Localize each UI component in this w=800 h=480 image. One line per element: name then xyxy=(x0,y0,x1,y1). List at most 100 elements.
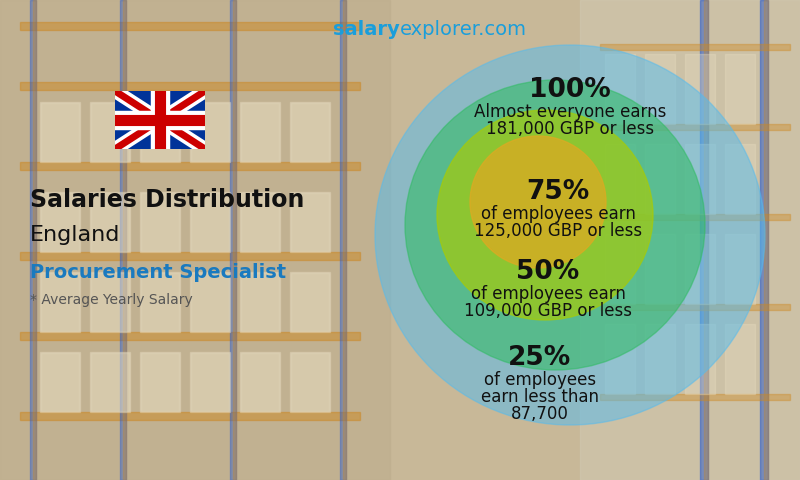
Bar xyxy=(343,0,346,480)
Bar xyxy=(580,0,800,480)
Bar xyxy=(230,0,236,480)
Bar xyxy=(20,162,360,170)
Bar xyxy=(90,272,130,332)
Bar xyxy=(30,0,36,480)
Ellipse shape xyxy=(405,80,705,370)
Bar xyxy=(40,192,80,252)
Bar xyxy=(141,353,179,411)
Bar xyxy=(141,103,179,161)
Bar xyxy=(140,272,180,332)
Bar xyxy=(605,144,635,214)
Bar xyxy=(240,192,280,252)
Bar xyxy=(605,54,635,124)
Text: 75%: 75% xyxy=(526,179,590,205)
Bar xyxy=(20,22,360,30)
Bar xyxy=(645,144,675,214)
Text: Procurement Specialist: Procurement Specialist xyxy=(30,263,286,281)
Bar xyxy=(760,0,768,480)
Text: 25%: 25% xyxy=(508,345,572,371)
Bar xyxy=(291,193,329,251)
Bar xyxy=(704,0,708,480)
Bar xyxy=(41,273,79,331)
Bar xyxy=(190,192,230,252)
Text: 87,700: 87,700 xyxy=(511,405,569,423)
Bar xyxy=(291,353,329,411)
Bar xyxy=(685,324,715,394)
Bar xyxy=(20,412,360,420)
Bar xyxy=(645,324,675,394)
Bar xyxy=(20,252,360,260)
Bar xyxy=(40,272,80,332)
Bar xyxy=(141,193,179,251)
Bar xyxy=(725,234,755,304)
Text: of employees earn: of employees earn xyxy=(481,205,635,223)
Bar xyxy=(90,192,130,252)
Bar xyxy=(290,272,330,332)
Bar xyxy=(340,0,346,480)
Bar xyxy=(600,304,790,310)
Bar xyxy=(120,0,126,480)
Bar xyxy=(41,103,79,161)
Bar xyxy=(140,102,180,162)
Bar xyxy=(123,0,126,480)
Bar xyxy=(0,0,390,480)
Bar xyxy=(91,193,129,251)
Bar xyxy=(685,234,715,304)
Ellipse shape xyxy=(375,45,765,425)
Bar xyxy=(240,352,280,412)
Bar xyxy=(290,352,330,412)
Text: 109,000 GBP or less: 109,000 GBP or less xyxy=(464,302,632,320)
Text: * Average Yearly Salary: * Average Yearly Salary xyxy=(30,293,193,307)
Bar xyxy=(190,352,230,412)
Text: of employees earn: of employees earn xyxy=(470,285,626,303)
Text: explorer.com: explorer.com xyxy=(400,20,527,39)
Bar xyxy=(91,103,129,161)
Bar xyxy=(41,193,79,251)
Ellipse shape xyxy=(437,110,653,320)
Bar xyxy=(764,0,768,480)
Bar xyxy=(600,214,790,220)
Bar xyxy=(241,193,279,251)
Bar xyxy=(600,394,790,400)
Bar xyxy=(725,54,755,124)
Bar xyxy=(645,54,675,124)
Bar xyxy=(40,102,80,162)
Ellipse shape xyxy=(470,136,606,268)
Bar xyxy=(233,0,236,480)
Bar xyxy=(600,124,790,130)
Bar xyxy=(191,273,229,331)
Bar xyxy=(190,272,230,332)
Text: 50%: 50% xyxy=(516,259,580,285)
Bar xyxy=(291,103,329,161)
Bar xyxy=(605,234,635,304)
Bar xyxy=(645,234,675,304)
Bar xyxy=(240,102,280,162)
Bar xyxy=(700,0,708,480)
Bar xyxy=(140,352,180,412)
Bar xyxy=(240,272,280,332)
Bar xyxy=(241,353,279,411)
Text: Almost everyone earns: Almost everyone earns xyxy=(474,103,666,121)
Bar xyxy=(291,273,329,331)
Bar xyxy=(191,103,229,161)
Bar xyxy=(41,353,79,411)
Bar xyxy=(33,0,36,480)
Bar xyxy=(20,82,360,90)
Bar xyxy=(141,273,179,331)
Bar xyxy=(190,102,230,162)
Bar xyxy=(90,352,130,412)
Bar xyxy=(140,192,180,252)
Bar xyxy=(191,353,229,411)
Bar xyxy=(290,192,330,252)
Bar xyxy=(725,144,755,214)
Bar xyxy=(20,332,360,340)
Bar xyxy=(725,324,755,394)
Text: 125,000 GBP or less: 125,000 GBP or less xyxy=(474,222,642,240)
Text: 181,000 GBP or less: 181,000 GBP or less xyxy=(486,120,654,138)
Text: England: England xyxy=(30,225,120,245)
Bar xyxy=(90,102,130,162)
Text: of employees: of employees xyxy=(484,371,596,389)
Bar xyxy=(600,44,790,50)
Bar xyxy=(191,193,229,251)
Text: 100%: 100% xyxy=(529,77,611,103)
